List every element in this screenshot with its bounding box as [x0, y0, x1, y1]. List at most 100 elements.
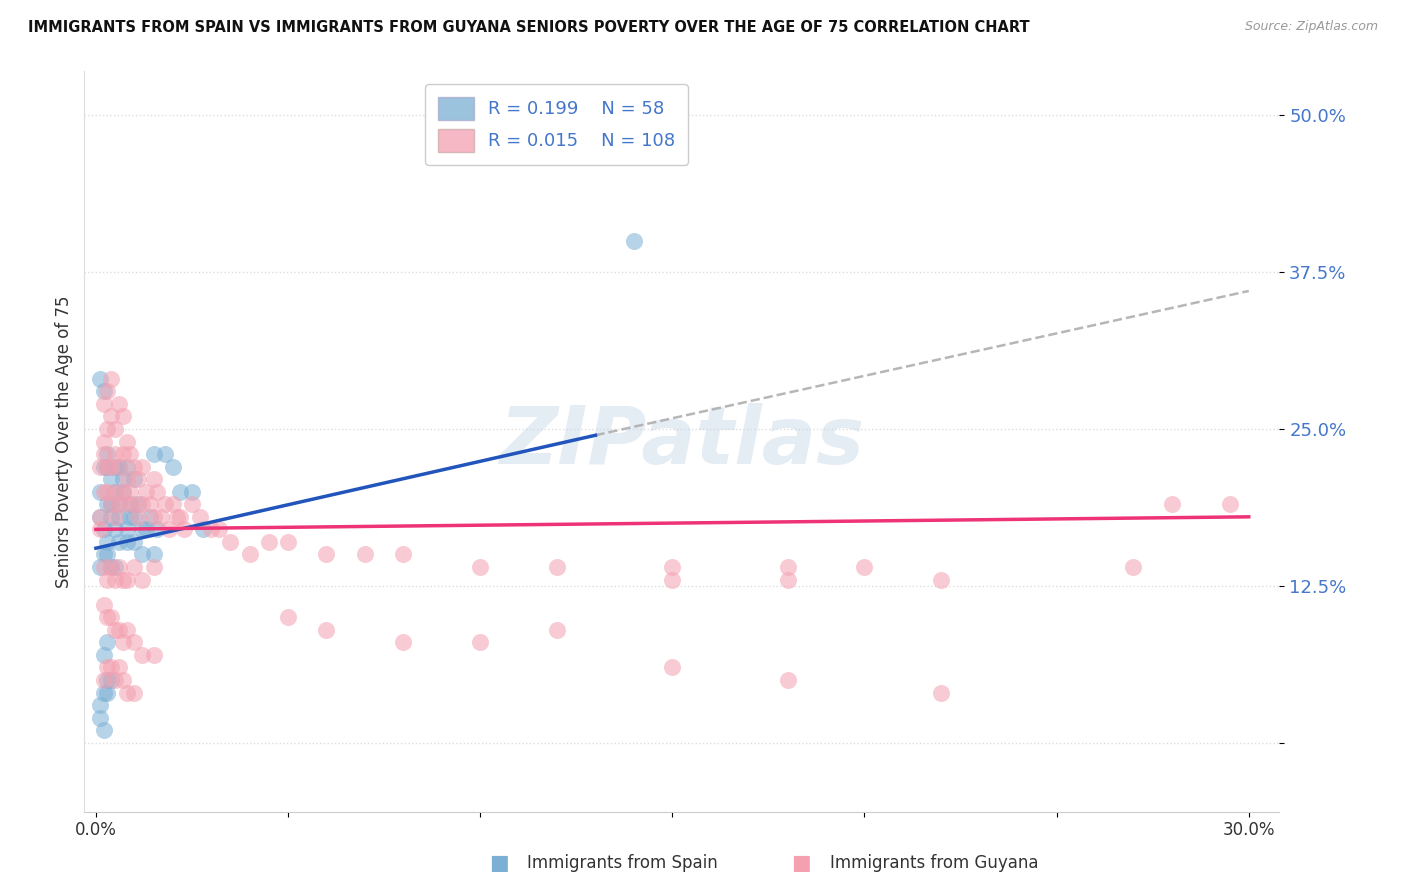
Point: [115, 573, 138, 587]
Text: ■: ■: [489, 854, 509, 873]
Point: [96, 497, 118, 511]
Point: [142, 648, 165, 662]
Point: [100, 409, 122, 424]
Point: [111, 484, 134, 499]
Point: [181, 484, 204, 499]
Point: [142, 447, 165, 461]
Point: [104, 422, 127, 436]
Point: [111, 409, 134, 424]
Point: [104, 560, 127, 574]
Point: [115, 459, 138, 474]
Point: [93, 598, 115, 612]
Point: [200, 522, 222, 536]
Point: [115, 623, 138, 637]
Point: [93, 434, 115, 449]
Point: [315, 548, 337, 562]
Point: [100, 497, 122, 511]
Point: [120, 497, 142, 511]
Point: [104, 484, 127, 499]
Point: [392, 548, 415, 562]
Point: [354, 548, 377, 562]
Point: [89, 509, 111, 524]
Point: [93, 723, 115, 738]
Point: [108, 623, 131, 637]
Point: [100, 673, 122, 687]
Point: [115, 535, 138, 549]
Point: [124, 459, 146, 474]
Point: [100, 610, 122, 624]
Point: [96, 447, 118, 461]
Point: [108, 509, 131, 524]
Point: [166, 509, 188, 524]
Point: [111, 472, 134, 486]
Point: [277, 535, 299, 549]
Point: [100, 560, 122, 574]
Point: [124, 635, 146, 649]
Point: [111, 635, 134, 649]
Point: [208, 522, 231, 536]
Point: [93, 447, 115, 461]
Point: [115, 522, 138, 536]
Point: [169, 509, 191, 524]
Point: [108, 497, 131, 511]
Point: [131, 573, 153, 587]
Point: [853, 560, 876, 574]
Point: [138, 497, 160, 511]
Point: [96, 484, 118, 499]
Point: [104, 623, 127, 637]
Point: [181, 497, 204, 511]
Point: [104, 484, 127, 499]
Point: [150, 509, 173, 524]
Point: [93, 522, 115, 536]
Point: [100, 560, 122, 574]
Point: [96, 673, 118, 687]
Point: [470, 635, 492, 649]
Text: IMMIGRANTS FROM SPAIN VS IMMIGRANTS FROM GUYANA SENIORS POVERTY OVER THE AGE OF : IMMIGRANTS FROM SPAIN VS IMMIGRANTS FROM…: [28, 20, 1029, 35]
Point: [100, 372, 122, 386]
Point: [135, 484, 157, 499]
Text: Immigrants from Spain: Immigrants from Spain: [527, 855, 718, 872]
Point: [157, 522, 180, 536]
Point: [108, 459, 131, 474]
Point: [100, 497, 122, 511]
Point: [929, 685, 952, 699]
Point: [96, 660, 118, 674]
Point: [93, 397, 115, 411]
Point: [96, 459, 118, 474]
Point: [96, 635, 118, 649]
Point: [93, 459, 115, 474]
Point: [661, 560, 683, 574]
Point: [108, 660, 131, 674]
Point: [104, 573, 127, 587]
Point: [193, 522, 215, 536]
Point: [661, 660, 683, 674]
Point: [277, 610, 299, 624]
Point: [100, 509, 122, 524]
Point: [108, 560, 131, 574]
Point: [162, 459, 184, 474]
Point: [100, 472, 122, 486]
Point: [108, 397, 131, 411]
Point: [96, 535, 118, 549]
Legend: R = 0.199    N = 58, R = 0.015    N = 108: R = 0.199 N = 58, R = 0.015 N = 108: [425, 84, 688, 165]
Point: [146, 484, 169, 499]
Point: [661, 573, 683, 587]
Point: [115, 472, 138, 486]
Point: [1122, 560, 1144, 574]
Point: [120, 484, 142, 499]
Point: [100, 660, 122, 674]
Point: [142, 548, 165, 562]
Point: [188, 509, 211, 524]
Point: [124, 509, 146, 524]
Point: [124, 497, 146, 511]
Point: [142, 472, 165, 486]
Point: [239, 548, 262, 562]
Point: [392, 635, 415, 649]
Point: [93, 560, 115, 574]
Point: [115, 497, 138, 511]
Point: [96, 573, 118, 587]
Point: [124, 560, 146, 574]
Point: [89, 710, 111, 724]
Point: [104, 522, 127, 536]
Point: [315, 623, 337, 637]
